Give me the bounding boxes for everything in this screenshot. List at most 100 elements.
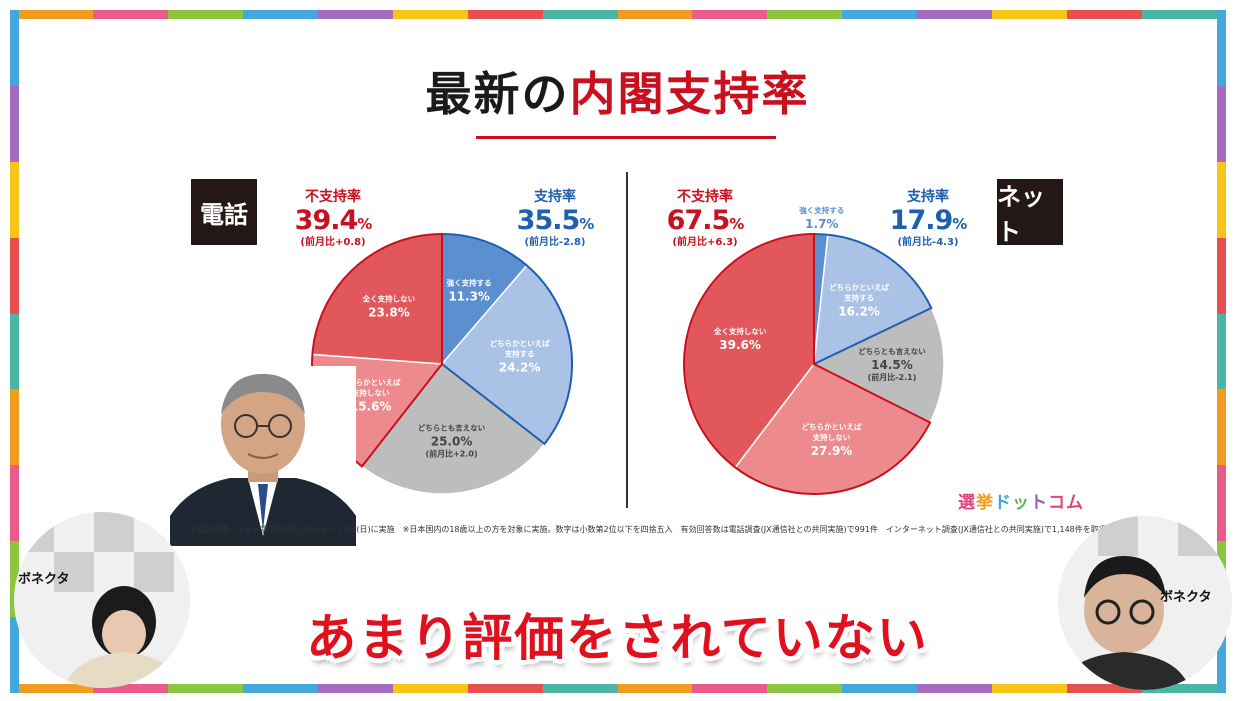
phone-disapprove-label: 不支持率: [305, 189, 361, 205]
stripe-segment: [542, 10, 618, 19]
stripe-segment: [767, 10, 843, 19]
stripe-segment: [10, 161, 19, 238]
phone-disapprove-value: 39.4: [294, 205, 359, 236]
phone-slice-label-text: 強く支持する: [447, 278, 492, 288]
net-approve-outline: [813, 232, 933, 366]
stripe-segment: [92, 684, 168, 693]
stripe-segment: [167, 684, 243, 693]
phone-slice-label-2: どちらとも言えない 25.0%(前月比+2.0): [418, 423, 486, 459]
net-approve-value: 17.9: [889, 205, 954, 236]
phone-slice-label-text: どちらかといえば: [490, 338, 550, 348]
stripe-segment: [167, 10, 243, 19]
stripe-segment: [18, 684, 93, 693]
stripe-segment: [617, 10, 693, 19]
survey-note: ※電話調査、ネット調査は7月12日(土)・13日(日)に実施 ※日本国内の18歳…: [190, 525, 1107, 534]
phone-disapprove-unit: %: [357, 215, 372, 233]
phone-disapprove-stat: 不支持率 39.4% (前月比+0.8): [283, 190, 383, 248]
logo-char: ッ: [1012, 493, 1030, 513]
phone-disapprove-change: (前月比+0.8): [300, 237, 366, 248]
net-disapprove-outline: [683, 232, 932, 495]
stripe-segment: [692, 10, 768, 19]
net-disapprove-unit: %: [729, 215, 744, 233]
stripe-segment: [992, 10, 1068, 19]
stripe-segment: [1217, 313, 1226, 390]
stripe-segment: [1142, 10, 1217, 19]
phone-approve-stat: 支持率 35.5% (前月比-2.8): [505, 190, 605, 248]
net-approve-label: 支持率: [907, 189, 949, 205]
stripe-segment: [542, 684, 618, 693]
net-slice-label-text: 強く支持する: [799, 205, 844, 215]
phone-slice-label-text: (前月比+2.0): [425, 449, 477, 459]
right-camera-inset: ボネクタ: [1058, 516, 1232, 690]
stripe-segment: [317, 10, 393, 19]
slide-panel: [22, 20, 1215, 682]
stripe-segment: [10, 313, 19, 390]
senkyo-dotcom-logo: 選挙ドットコム: [958, 488, 1084, 513]
net-slice-label-text: 39.6%: [719, 338, 761, 352]
stripe-segment: [1217, 10, 1226, 86]
stripe-segment: [242, 10, 318, 19]
stripe-segment: [10, 541, 19, 618]
phone-slice-label-text: 全く支持しない: [362, 294, 416, 304]
phone-approve-unit: %: [579, 215, 594, 233]
stripe-segment: [392, 10, 468, 19]
phone-slice-label-text: 11.3%: [448, 290, 490, 304]
net-disapprove-value: 67.5: [666, 205, 731, 236]
stripe-segment: [842, 684, 918, 693]
stripe-segment: [1217, 85, 1226, 162]
left-camera-label: ボネクタ: [18, 572, 70, 587]
net-slice-label-text: どちらかといえば: [802, 422, 862, 432]
net-slice-label-text: 支持しない: [812, 432, 851, 442]
stripe-segment: [467, 10, 543, 19]
phone-slice-label-text: 23.8%: [368, 306, 410, 320]
stripe-segment: [1217, 465, 1226, 542]
net-slice-label-4: 全く支持しない 39.6%: [713, 326, 767, 352]
stripe-segment: [10, 617, 19, 694]
phone-approve-change: (前月比-2.8): [524, 237, 586, 248]
stripe-segment: [317, 684, 393, 693]
net-slice-label-text: 14.5%: [871, 358, 913, 372]
page-title: 最新の内閣支持率: [0, 58, 1235, 124]
color-stripe-left: [10, 10, 19, 694]
net-slice-label-text: どちらとも言えない: [858, 346, 926, 356]
phone-slice-label-0: 強く支持する 11.3%: [447, 278, 492, 304]
net-badge: ネット: [997, 179, 1063, 246]
stripe-segment: [917, 684, 993, 693]
net-disapprove-label: 不支持率: [677, 189, 733, 205]
stripe-segment: [92, 10, 168, 19]
net-slice-label-2: どちらとも言えない 14.5%(前月比-2.1): [858, 346, 926, 382]
net-slice-label-text: どちらかといえば: [829, 282, 889, 292]
phone-approve-label: 支持率: [534, 189, 576, 205]
logo-char: ト: [1030, 493, 1048, 513]
title-part-2: 内閣支持率: [569, 67, 810, 121]
net-slice-label-text: 1.7%: [805, 217, 838, 231]
right-camera-label: ボネクタ: [1160, 590, 1212, 605]
stripe-segment: [1217, 389, 1226, 466]
stripe-segment: [1067, 684, 1143, 693]
net-slice-label-text: 全く支持しない: [713, 326, 767, 336]
title-part-1: 最新の: [425, 67, 570, 121]
stripe-segment: [917, 10, 993, 19]
logo-char: コム: [1048, 493, 1084, 513]
phone-slice-label-text: どちらとも言えない: [418, 423, 486, 433]
phone-slice-label-text: 15.6%: [350, 400, 392, 414]
stripe-segment: [1217, 237, 1226, 314]
net-approve-unit: %: [952, 215, 967, 233]
stripe-segment: [1067, 10, 1143, 19]
phone-slice-2: [360, 362, 546, 495]
stripe-segment: [992, 684, 1068, 693]
phone-slice-label-text: 25.0%: [431, 435, 473, 449]
logo-char: 挙: [976, 493, 994, 513]
net-slice-label-text: 27.9%: [811, 444, 853, 458]
stripe-segment: [617, 684, 693, 693]
net-disapprove-stat: 不支持率 67.5% (前月比+6.3): [655, 190, 755, 248]
net-slice-label-text: 16.2%: [838, 304, 880, 318]
stripe-segment: [1142, 684, 1217, 693]
stripe-segment: [1217, 161, 1226, 238]
left-camera-inset: ボネクタ: [14, 512, 190, 688]
phone-slice-label-text: 24.2%: [499, 360, 541, 374]
stripe-segment: [10, 465, 19, 542]
left-host-video: [14, 512, 190, 688]
